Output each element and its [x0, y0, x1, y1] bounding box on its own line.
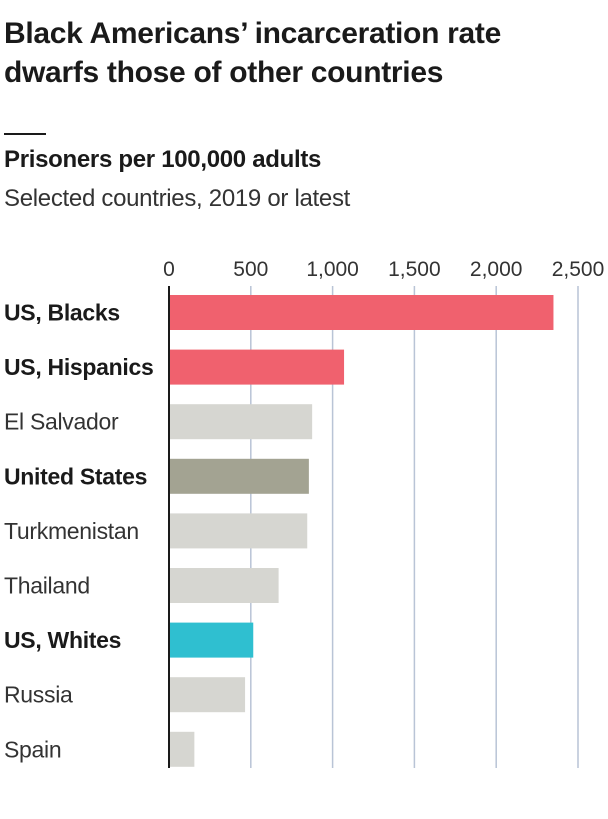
category-label: El Salvador	[4, 409, 119, 435]
bar	[169, 568, 279, 603]
chart-note: Selected countries, 2019 or latest	[4, 185, 351, 212]
bar	[169, 458, 309, 494]
x-tick-label: 500	[233, 258, 268, 281]
chart-title: Black Americans’ incarceration rate dwar…	[4, 17, 501, 89]
x-tick-label: 1,000	[306, 258, 359, 281]
bar	[169, 295, 554, 330]
bar	[169, 404, 313, 440]
bar	[169, 731, 195, 767]
category-label: Turkmenistan	[4, 518, 139, 544]
x-tick-label: 0	[163, 258, 175, 281]
category-label: Spain	[4, 736, 61, 762]
category-label: United States	[4, 463, 147, 489]
bar-chart: 0 500 1,000 1,500 2,000 2,500 US, Blacks US, Hi…	[4, 258, 605, 768]
bar	[169, 677, 246, 713]
bar	[169, 622, 254, 658]
category-label: Russia	[4, 682, 73, 708]
category-label: US, Hispanics	[4, 354, 154, 380]
category-label: US, Whites	[4, 627, 121, 653]
title-rule	[4, 133, 46, 135]
bar	[169, 513, 308, 549]
chart-subtitle: Prisoners per 100,000 adults	[4, 146, 322, 173]
bar	[169, 349, 345, 385]
x-tick-label: 2,500	[552, 258, 605, 281]
category-label: US, Blacks	[4, 300, 120, 326]
x-tick-label: 2,000	[470, 258, 523, 281]
category-label: Thailand	[4, 573, 90, 599]
x-tick-label: 1,500	[388, 258, 441, 281]
